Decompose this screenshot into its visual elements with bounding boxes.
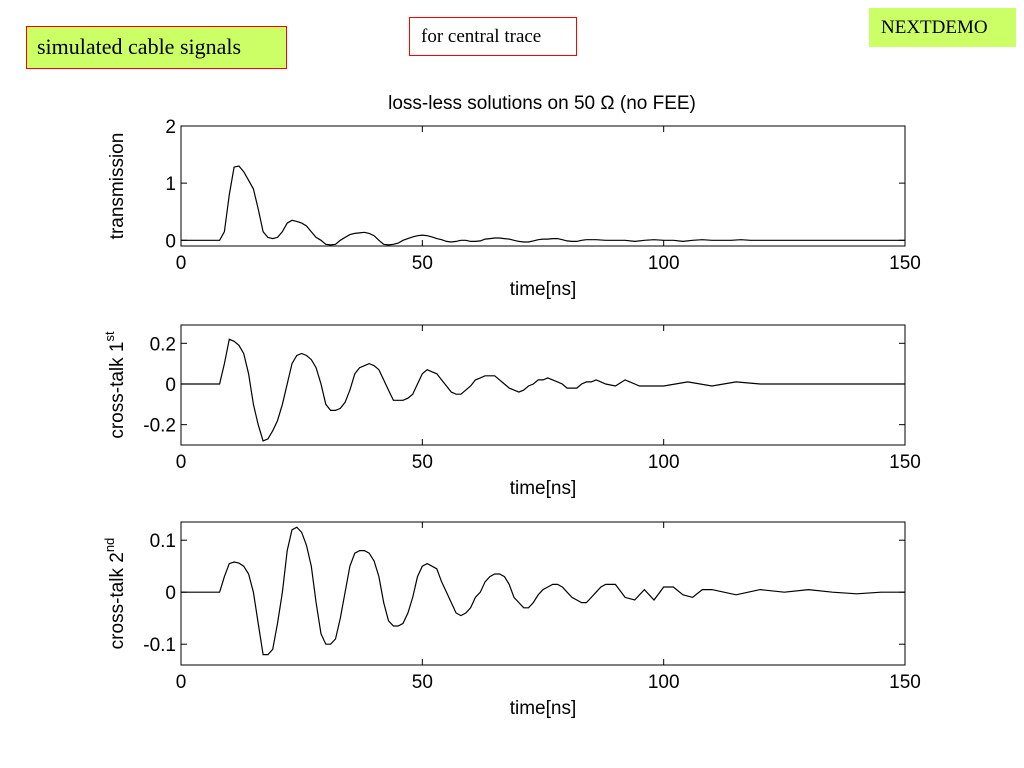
y-tick-label-0-1: 1 [165, 174, 176, 195]
y-axis-label-superscript-1: st [102, 331, 117, 342]
plot-frame-2 [180, 521, 906, 666]
y-tick-label-1-1: 0 [165, 375, 176, 396]
signal-line-1-0 [181, 338, 905, 442]
y-tick-label-1-0: -0.2 [143, 416, 176, 437]
y-axis-label-0: transmission [107, 133, 128, 240]
y-tick-label-2-1: 0 [165, 583, 176, 604]
x-tick-label-0-1: 50 [412, 253, 433, 274]
y-tick-label-0-2: 2 [165, 117, 176, 138]
y-tick-label-2-0: -0.1 [143, 635, 176, 656]
x-tick-label-1-3: 150 [889, 452, 921, 473]
y-tick-label-1-2: 0.2 [150, 334, 176, 355]
x-tick-label-2-2: 100 [648, 672, 680, 693]
y-axis-label-text-1: cross-talk 1 [107, 341, 128, 438]
x-tick-label-0-3: 150 [889, 253, 921, 274]
y-tick-label-0-0: 0 [165, 231, 176, 252]
x-tick-label-0-0: 0 [176, 253, 187, 274]
x-tick-label-1-0: 0 [176, 452, 187, 473]
plot-frame-0 [180, 125, 906, 247]
y-tick-label-2-2: 0.1 [150, 531, 176, 552]
signal-line-0-0 [181, 165, 905, 246]
slide-label-central-trace: for central trace [409, 17, 577, 56]
y-axis-label-text-2: cross-talk 2 [107, 552, 128, 649]
plot-frame-1 [180, 324, 906, 446]
slide-label-simulated-cable-signals: simulated cable signals [26, 26, 287, 69]
x-tick-label-1-2: 100 [648, 452, 680, 473]
y-axis-label-text-0: transmission [107, 133, 128, 240]
x-axis-label-1: time[ns] [510, 478, 577, 499]
x-tick-label-0-2: 100 [648, 253, 680, 274]
x-tick-label-2-1: 50 [412, 672, 433, 693]
slide-label-nextdemo: NEXTDEMO [869, 8, 1016, 47]
y-axis-label-2: cross-talk 2nd [102, 538, 128, 650]
x-axis-label-2: time[ns] [510, 698, 577, 719]
figure-title: loss-less solutions on 50 Ω (no FEE) [388, 93, 696, 114]
x-tick-label-2-0: 0 [176, 672, 187, 693]
x-axis-label-0: time[ns] [510, 279, 577, 300]
x-tick-label-1-1: 50 [412, 452, 433, 473]
x-tick-label-2-3: 150 [889, 672, 921, 693]
y-axis-label-1: cross-talk 1st [102, 331, 128, 439]
y-axis-label-superscript-2: nd [102, 538, 117, 552]
signal-line-2-0 [181, 526, 905, 656]
